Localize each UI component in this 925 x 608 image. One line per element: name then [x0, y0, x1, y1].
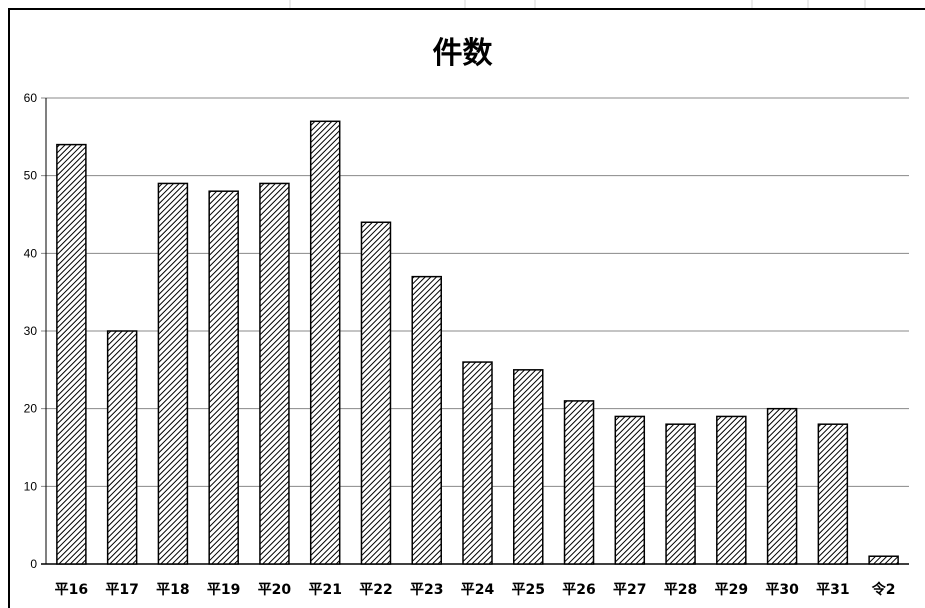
bar: [360, 221, 392, 565]
x-tick-label: 平30: [765, 582, 799, 598]
bar: [259, 182, 290, 565]
x-tick-label: 平18: [156, 582, 189, 598]
bar: [716, 415, 747, 565]
x-tick-label: 平21: [308, 582, 341, 598]
x-tick-label: 平19: [207, 582, 240, 598]
x-tick-label: 平17: [105, 582, 138, 598]
x-tick-label: 平28: [664, 582, 697, 598]
y-tick-label: 60: [24, 91, 38, 105]
y-tick-label: 0: [30, 557, 37, 571]
chart-title: 件数: [432, 36, 493, 71]
y-tick-label: 10: [24, 479, 38, 493]
bar: [208, 190, 239, 565]
x-tick-label: 平24: [461, 582, 495, 598]
x-tick-label: 平25: [512, 582, 545, 598]
x-tick-label: 平22: [359, 582, 392, 598]
bar: [614, 415, 646, 565]
x-tick-label: 平29: [715, 582, 748, 598]
x-tick-label: 平27: [613, 582, 646, 598]
x-tick-label: 平31: [816, 582, 849, 598]
x-tick-label: 平16: [55, 582, 88, 598]
x-tick-label: 平26: [562, 582, 595, 598]
y-tick-label: 50: [24, 169, 38, 183]
x-tick-label: 平23: [410, 582, 443, 598]
y-tick-label: 30: [24, 324, 38, 338]
bar: [513, 369, 544, 565]
bar: [411, 275, 442, 565]
bar: [868, 555, 899, 565]
x-tick-label: 令2: [871, 581, 896, 598]
bar: [56, 143, 87, 565]
y-tick-label: 20: [24, 402, 38, 416]
bar: [817, 423, 849, 565]
bar: [106, 330, 138, 565]
bar: [309, 120, 341, 565]
bar: [665, 423, 696, 565]
y-tick-label: 40: [24, 246, 38, 260]
bar: [563, 400, 595, 565]
bar: [157, 182, 189, 565]
x-tick-label: 平20: [258, 582, 292, 598]
bar: [462, 361, 493, 565]
bar: [766, 407, 798, 565]
